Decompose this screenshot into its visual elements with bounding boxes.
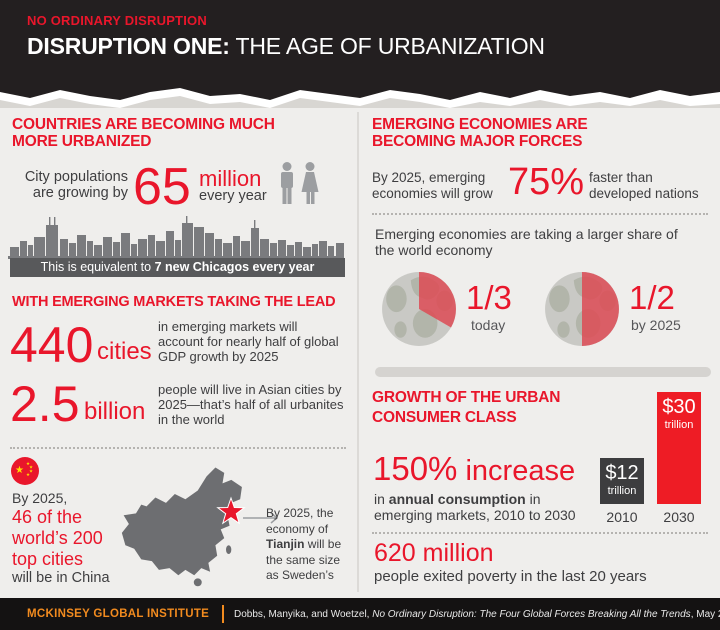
desc-suffix: in emerging markets, 2010 to 2030	[374, 491, 576, 523]
chicago-skyline-icon	[8, 216, 344, 259]
svg-text:★: ★	[15, 465, 24, 476]
bar-2030-unit: trillion	[664, 419, 694, 431]
callout-prefix: By 2025, the economy of	[266, 506, 334, 536]
stat-75-percent: 75%	[508, 161, 585, 203]
page-title-bold: DISRUPTION ONE:	[27, 33, 230, 59]
lead-line: economies will grow	[372, 185, 493, 201]
stat-440: 440	[10, 317, 94, 373]
section-divider-bar	[375, 367, 711, 377]
china-stat-line: world’s 200	[12, 528, 103, 548]
heading-line: EMERGING ECONOMIES ARE	[372, 116, 588, 133]
banner-bold: 7 new Chicagos every year	[154, 260, 315, 274]
stat-150-value: 150%	[373, 450, 458, 487]
bar-2030-amount: $30	[662, 396, 696, 418]
footer: MCKINSEY GLOBAL INSTITUTE Dobbs, Manyika…	[0, 598, 720, 630]
stat-150-word: increase	[457, 455, 576, 487]
bar-2030-year: 2030	[663, 509, 695, 525]
footer-divider	[222, 605, 224, 623]
stat-65-period: every year	[199, 188, 267, 204]
consumer-description: in annual consumption in emerging market…	[374, 491, 592, 523]
tianjin-star-icon	[216, 496, 279, 525]
poverty-text: people exited poverty in the last 20 yea…	[374, 568, 647, 585]
heading-line: CONSUMER CLASS	[372, 409, 517, 426]
pie-label-today: today	[471, 317, 506, 333]
globe-pie-one-half	[545, 272, 619, 346]
mckinsey-brand: MCKINSEY GLOBAL INSTITUTE	[27, 608, 210, 620]
dotted-divider	[372, 213, 708, 215]
chicago-equivalence-banner: This is equivalent to 7 new Chicagos eve…	[10, 258, 345, 277]
heading-line: BECOMING MAJOR FORCES	[372, 133, 583, 150]
citation-title: No Ordinary Disruption: The Four Global …	[372, 609, 691, 620]
svg-text:★: ★	[29, 465, 34, 470]
stat-65: 65	[133, 158, 191, 216]
svg-text:★: ★	[29, 469, 34, 474]
suffix-line: faster than	[589, 170, 653, 185]
page-title: DISRUPTION ONE: THE AGE OF URBANIZATION	[27, 33, 545, 60]
stat-2-5: 2.5	[10, 376, 80, 432]
pie-fraction-2025: 1/2	[629, 279, 675, 316]
stat-150-percent: 150% increase	[373, 452, 575, 486]
stat-440-unit: cities	[97, 338, 152, 365]
citation: Dobbs, Manyika, and Woetzel, No Ordinary…	[234, 609, 720, 620]
column-divider	[357, 112, 359, 592]
svg-text:★: ★	[26, 472, 31, 477]
china-intro: By 2025,	[12, 490, 68, 506]
lead-line: are growing by	[32, 184, 128, 201]
lead-line: By 2025, emerging	[372, 170, 486, 185]
tianjin-callout: By 2025, the economy of Tianjin will be …	[266, 506, 348, 584]
bar-2010-amount: $12	[605, 462, 639, 484]
heading-line: COUNTRIES ARE BECOMING MUCH	[12, 116, 275, 133]
china-outro: will be in China	[12, 570, 110, 586]
economies-suffix: faster than developed nations	[589, 170, 699, 201]
dotted-divider	[10, 447, 346, 449]
stat-2-5-unit: billion	[84, 398, 146, 425]
pie-label-2025: by 2025	[631, 317, 681, 333]
header: NO ORDINARY DISRUPTION DISRUPTION ONE: T…	[0, 0, 720, 82]
section-heading-economies: EMERGING ECONOMIES ARE BECOMING MAJOR FO…	[372, 116, 588, 150]
heading-line: MORE URBANIZED	[12, 133, 152, 150]
economies-lead: By 2025, emerging economies will grow	[372, 170, 493, 201]
china-map	[121, 467, 242, 587]
stat-440-text: in emerging markets will account for nea…	[158, 319, 339, 364]
torn-paper-edge	[0, 82, 720, 110]
header-kicker: NO ORDINARY DISRUPTION	[27, 13, 207, 28]
bar-2010-unit: trillion	[607, 485, 637, 497]
callout-suffix: will be the same size as Sweden’s	[266, 537, 342, 582]
page-title-rest: THE AGE OF URBANIZATION	[229, 33, 546, 59]
heading-line: GROWTH OF THE URBAN	[372, 389, 561, 406]
desc-prefix: in	[374, 491, 389, 507]
desc-bold: annual consumption	[388, 491, 526, 507]
section-heading-countries: COUNTRIES ARE BECOMING MUCH MORE URBANIZ…	[12, 116, 275, 150]
globe-pie-one-third	[382, 272, 456, 346]
man-woman-icon	[281, 162, 319, 204]
section-heading-consumer: GROWTH OF THE URBAN CONSUMER CLASS	[372, 388, 560, 428]
suffix-line: developed nations	[589, 185, 699, 201]
citation-suffix: , May 2015	[690, 609, 720, 620]
bar-2010-year: 2010	[606, 509, 638, 525]
section-heading-markets: WITH EMERGING MARKETS TAKING THE LEAD	[12, 294, 336, 310]
stat-620-million: 620 million	[374, 539, 494, 567]
bar-2030: $30 trillion	[657, 392, 701, 504]
svg-text:★: ★	[26, 461, 31, 466]
china-flag-icon: ★ ★ ★ ★ ★	[11, 457, 39, 485]
china-stat-line: 46 of the	[12, 507, 83, 527]
dotted-divider	[372, 532, 708, 534]
citation-prefix: Dobbs, Manyika, and Woetzel,	[234, 609, 373, 620]
world-economy-share-text: Emerging economies are taking a larger s…	[375, 226, 678, 258]
city-populations-lead: City populations are growing by	[6, 169, 128, 201]
pie-fraction-today: 1/3	[466, 279, 512, 316]
china-stat-line: top cities	[12, 549, 84, 569]
bar-2010: $12 trillion	[600, 458, 644, 504]
china-stat: 46 of the world’s 200 top cities	[12, 507, 103, 570]
stat-65-unit: million	[199, 166, 262, 191]
callout-bold: Tianjin	[266, 537, 305, 551]
stat-2-5-text: people will live in Asian cities by 2025…	[158, 382, 344, 427]
banner-prefix: This is equivalent to	[40, 260, 155, 274]
lead-line: City populations	[24, 169, 128, 185]
